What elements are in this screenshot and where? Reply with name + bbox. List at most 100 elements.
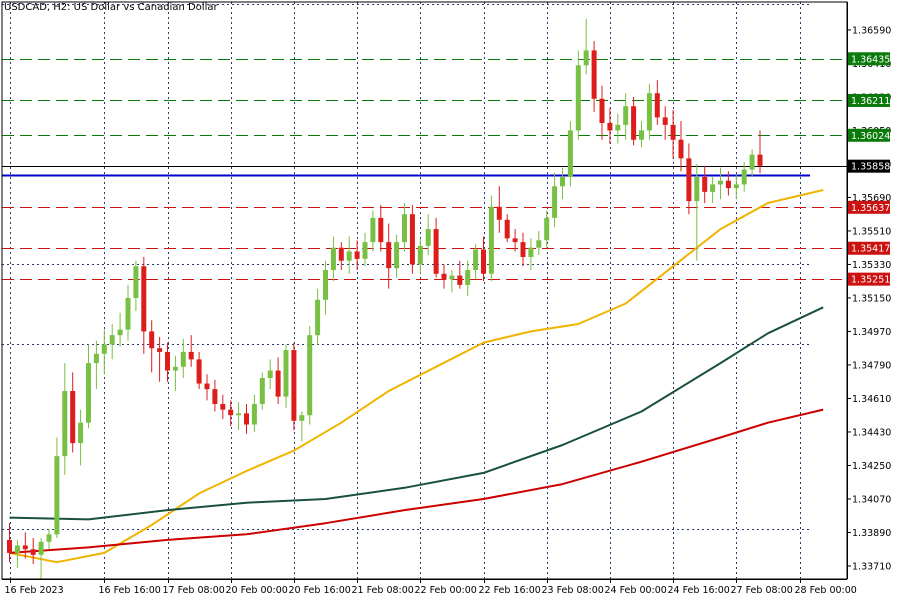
candle-body <box>101 344 107 354</box>
candle-body <box>457 275 463 285</box>
candle-bullish <box>623 93 629 140</box>
candle-body <box>654 93 660 118</box>
candle-body <box>394 242 400 269</box>
candle-body <box>560 176 565 187</box>
candle-bullish <box>323 260 328 315</box>
candle-body <box>149 331 155 349</box>
candle-bearish <box>481 236 486 282</box>
candle-bearish <box>607 108 613 144</box>
y-tick-label: 1.34970 <box>852 327 891 338</box>
candle-bullish <box>417 238 423 274</box>
x-tick-label: 21 Feb 08:00 <box>352 585 414 596</box>
level-price-label: 1.36024 <box>851 131 890 142</box>
candle-bearish <box>702 165 708 204</box>
candle-body <box>481 249 486 274</box>
candle-body <box>78 422 84 444</box>
candle-bearish <box>212 379 218 412</box>
candle-bullish <box>117 312 123 347</box>
x-tick-label: 22 Feb 16:00 <box>479 585 541 596</box>
candle-bearish <box>196 351 202 390</box>
candle-bullish <box>307 325 313 425</box>
candle-body <box>362 242 368 259</box>
candle-bullish <box>362 232 368 267</box>
candle-body <box>93 353 99 364</box>
candle-bearish <box>30 538 36 565</box>
candle-bullish <box>251 394 257 432</box>
candle-bullish <box>259 372 265 410</box>
level-price-label: 1.35637 <box>851 203 890 214</box>
candle-body <box>386 242 392 269</box>
candle-body <box>354 251 360 259</box>
candle-body <box>402 214 407 243</box>
y-tick-label: 1.35330 <box>852 260 891 271</box>
candle-bullish <box>315 288 321 345</box>
candle-body <box>220 404 226 410</box>
candle-bearish <box>70 372 76 453</box>
candle-bearish <box>141 256 147 354</box>
candle-bearish <box>354 240 360 271</box>
candle-body <box>409 214 415 265</box>
level-price-tag <box>848 93 890 107</box>
candle-bullish <box>283 344 289 408</box>
candle-bearish <box>386 223 392 289</box>
candle-body <box>267 370 273 378</box>
candle-body <box>157 348 163 352</box>
candle-body <box>86 363 91 423</box>
candle-bullish <box>560 167 565 200</box>
x-tick-label: 22 Feb 00:00 <box>415 585 477 596</box>
candle-bullish <box>449 270 455 293</box>
level-price-label: 1.36435 <box>851 54 890 65</box>
candle-body <box>259 377 265 405</box>
candle-body <box>544 217 550 241</box>
candle-bullish <box>402 203 407 252</box>
x-tick-label: 16 Feb 16:00 <box>99 585 161 596</box>
y-tick-label: 1.35690 <box>852 193 891 204</box>
candle-bullish <box>733 175 739 200</box>
candle-body <box>38 541 44 555</box>
candle-bullish <box>236 402 242 431</box>
candle-bearish <box>149 320 155 373</box>
candle-body <box>196 359 202 384</box>
level-price-label: 1.35251 <box>851 275 890 286</box>
candle-body <box>670 124 676 140</box>
y-tick-label: 1.34250 <box>852 461 891 472</box>
level-price-tag <box>848 52 890 66</box>
candle-body <box>54 456 60 535</box>
candle-bearish <box>678 121 684 172</box>
candle-body <box>694 176 700 202</box>
candle-bullish <box>14 539 20 568</box>
candle-bullish <box>583 18 589 75</box>
candle-bullish <box>299 411 305 442</box>
candle-bearish <box>686 143 692 215</box>
candle-body <box>117 329 123 336</box>
candle-body <box>141 266 147 332</box>
candle-body <box>639 130 644 140</box>
candle-body <box>552 186 558 218</box>
candle-bearish <box>504 214 510 243</box>
candle-body <box>188 351 194 360</box>
candle-bearish <box>244 404 249 434</box>
candle-body <box>22 545 28 550</box>
candle-body <box>370 217 376 243</box>
candle-body <box>14 545 20 553</box>
candle-body <box>433 229 439 274</box>
x-tick-label: 24 Feb 00:00 <box>605 585 667 596</box>
price-levels <box>2 59 847 280</box>
candle-bullish <box>575 50 581 140</box>
candle-body <box>307 335 313 416</box>
candle-body <box>236 413 242 416</box>
candle-bearish <box>670 109 676 159</box>
y-tick-label: 1.34070 <box>852 494 891 505</box>
candle-bullish <box>710 176 716 204</box>
candle-bullish <box>46 528 52 550</box>
candle-body <box>251 404 257 425</box>
candle-bearish <box>631 96 637 146</box>
candle-bullish <box>749 149 755 177</box>
candle-body <box>599 98 605 123</box>
x-tick-label: 20 Feb 16:00 <box>289 585 351 596</box>
candle-bearish <box>275 357 281 405</box>
candle-body <box>228 409 234 416</box>
moving-averages <box>9 189 824 564</box>
candle-bearish <box>433 217 439 278</box>
